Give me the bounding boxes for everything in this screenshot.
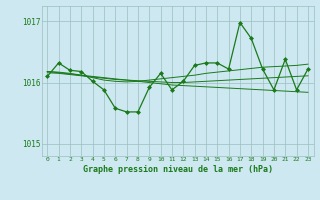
X-axis label: Graphe pression niveau de la mer (hPa): Graphe pression niveau de la mer (hPa): [83, 165, 273, 174]
